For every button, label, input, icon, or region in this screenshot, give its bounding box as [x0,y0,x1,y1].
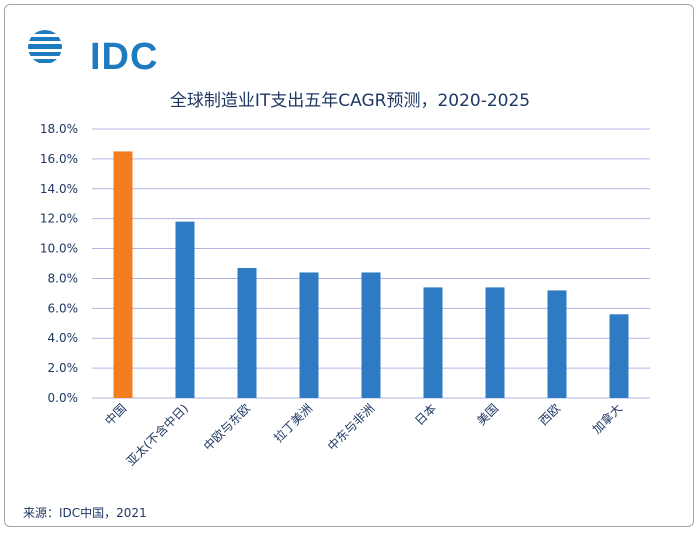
bar [113,151,133,398]
x-tick-label: 加拿大 [589,401,625,437]
y-tick-label: 6.0% [48,301,79,315]
idc-logo: IDC [26,22,157,76]
y-tick-label: 14.0% [40,182,78,196]
y-tick-label: 2.0% [48,361,79,375]
bar [609,314,629,398]
bar [547,290,567,398]
bar [237,267,257,398]
x-tick-label: 亚太(不含中日) [123,401,191,469]
bars [113,151,629,398]
logo-text: IDC [90,36,159,78]
x-tick-label: 美国 [474,401,501,428]
y-axis-ticks: 0.0% 2.0% 4.0% 6.0% 8.0% 10.0% 12.0% 14.0% 16.0%… [40,122,78,405]
source-note: 来源：IDC中国，2021 [23,506,147,520]
x-tick-label: 西欧 [536,401,563,428]
x-tick-label: 中东与非洲 [324,401,377,454]
chart-title: 全球制造业IT支出五年CAGR预测，2020-2025 [169,91,531,111]
y-tick-label: 4.0% [48,331,79,345]
bar [175,221,195,398]
x-tick-label: 中国 [102,401,130,429]
y-tick-label: 12.0% [40,212,78,226]
y-tick-label: 16.0% [40,152,78,166]
bar [485,287,505,398]
y-tick-label: 0.0% [48,391,79,405]
y-tick-label: 8.0% [48,271,79,285]
bar [423,287,443,398]
x-tick-label: 拉丁美洲 [271,401,316,446]
y-tick-label: 10.0% [40,242,78,256]
bar [299,272,319,398]
y-tick-label: 18.0% [40,122,78,136]
x-tick-label: 中欧与东欧 [200,401,253,454]
bar [361,272,381,398]
x-tick-label: 日本 [412,401,439,428]
globe-icon [28,30,62,63]
